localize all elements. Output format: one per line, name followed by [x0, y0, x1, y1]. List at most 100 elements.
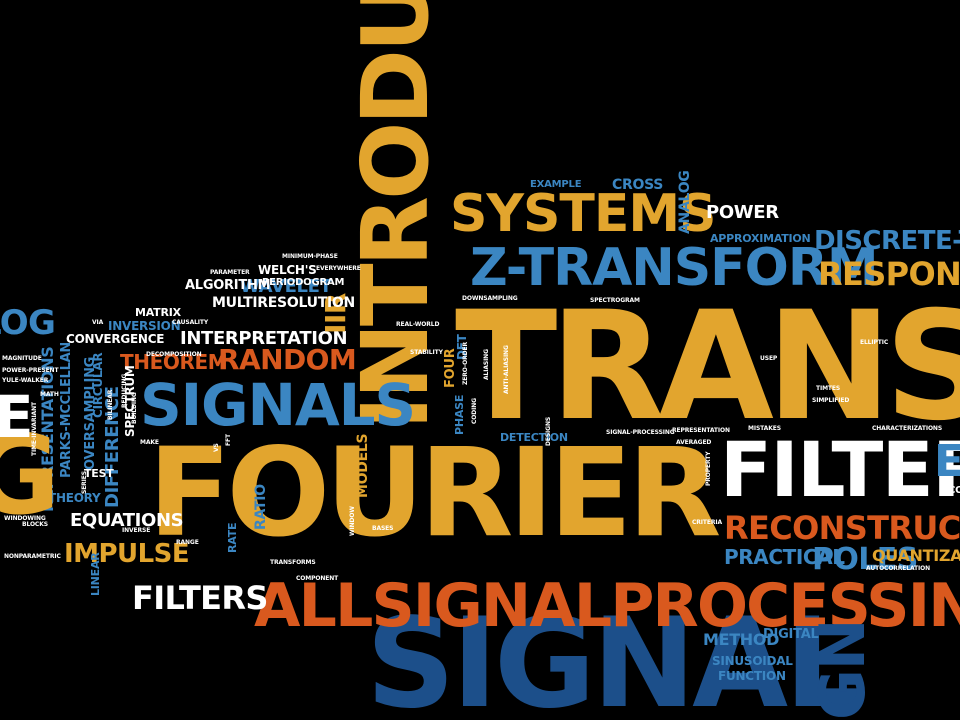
word-anti-aliasing: ANTI-ALIASING [503, 345, 510, 394]
word-math: MATH [40, 391, 59, 398]
word-sinusoidal: SINUSOIDAL [712, 654, 793, 668]
word-analog: ANALOG [677, 170, 693, 234]
word-z-transform: Z-TRANSFORM [470, 238, 879, 298]
word-log-left: LOG [0, 303, 56, 343]
word-convergence: CONVERGENCE [66, 332, 165, 346]
word-wavelet: WAVELET [240, 276, 332, 297]
word-example: EXAMPLE [530, 179, 582, 190]
word-coding: CODING [471, 398, 478, 424]
word-series: SERIES [81, 471, 88, 494]
word-models: MODELS [355, 433, 371, 498]
word-vs: VS [213, 443, 220, 452]
word-gn-bottom: GN [806, 619, 879, 720]
word-decomposition: DECOMPOSITION [146, 351, 202, 358]
word-welchs: WELCH'S [258, 263, 317, 277]
word-power: POWER [706, 202, 779, 223]
word-bases: BASES [372, 525, 394, 532]
word-quantization: QUANTIZATION [872, 546, 960, 565]
word-bilinear: BILINEAR [107, 389, 114, 420]
word-filters: FILTERS [132, 579, 268, 617]
word-discrete-time: DISCRETE-TIM [814, 226, 960, 256]
word-signals: SIGNALS [140, 371, 416, 439]
word-method: METHOD [703, 630, 780, 649]
word-make: MAKE [140, 439, 159, 446]
word-zero-order: ZERO-ORDER [462, 342, 469, 385]
word-range: RANGE [176, 539, 199, 546]
word-spectrogram: SPECTROGRAM [590, 297, 640, 304]
word-real-world: REAL-WORLD [396, 321, 440, 328]
word-theory: THEORY [48, 491, 101, 505]
word-approximation: APPROXIMATION [710, 232, 811, 245]
word-rate: RATE [226, 522, 239, 553]
word-reducing: REDUCING [121, 373, 128, 408]
word-test: TEST [84, 467, 114, 480]
word-simplified: SIMPLIFIED [812, 397, 850, 404]
word-power-present: POWER-PRESENT [2, 367, 59, 374]
word-g-left: G [0, 411, 60, 539]
word-allsignalprocessing: ALLSIGNALPROCESSING.CO [254, 571, 960, 641]
word-blocks: BLOCKS [22, 521, 48, 528]
word-averaged: AVERAGED [676, 439, 712, 446]
word-usep: USEP [760, 355, 778, 362]
word-interpretation: INTERPRETATION [180, 328, 348, 349]
word-parameter: PARAMETER [210, 269, 250, 276]
word-impulse: IMPULSE [64, 539, 190, 569]
word-stability: STABILITY [410, 349, 443, 356]
word-magnitude: MAGNITUDE [2, 355, 42, 362]
word-inversion: INVERSION [108, 319, 181, 333]
word-downsampling: DOWNSAMPLING [462, 295, 518, 302]
word-digital: DIGITAL [763, 627, 819, 642]
word-multiresolution: MULTIRESOLUTION [212, 295, 355, 311]
word-transform: TRANSFO [455, 280, 960, 454]
word-reconstruction: RECONSTRUCTION [724, 509, 960, 547]
word-elliptic: ELLIPTIC [860, 339, 889, 346]
word-times: TIMTES [816, 385, 841, 392]
word-mistakes: MISTAKES [748, 425, 781, 432]
word-characterizations: CHARACTERIZATIONS [872, 425, 943, 432]
word-causality: CAUSALITY [172, 319, 209, 326]
word-property: PROPERTY [705, 451, 712, 486]
word-transforms: TRANSFORMS [270, 559, 316, 566]
word-random: RANDOM [218, 343, 357, 376]
word-designs: DESIGNS [545, 416, 552, 446]
word-fourier: FOURIER [148, 422, 721, 564]
word-filter: FILTER [720, 425, 960, 514]
word-fft: FFT [225, 434, 232, 446]
word-introduction: INTRODUCTI [342, 0, 449, 430]
word-time-invariant: TIME-INVARIANT [31, 402, 38, 456]
word-detection: DETECTION [500, 431, 568, 444]
word-ratio: RATIO [253, 484, 269, 530]
word-algorithm: ALGORITHM [185, 278, 271, 293]
word-representation: REPRESENTATION [672, 427, 730, 434]
word-cross: CROSS [612, 177, 664, 193]
word-circular: CIRCULAR [91, 352, 105, 418]
word-co-tiny: CO [948, 485, 960, 496]
word-parks-mcclellan: PARKS-MCCLELLAN [59, 341, 74, 478]
word-windowing: WINDOWING [4, 515, 46, 522]
word-everywhere: EVERYWHERE [316, 265, 361, 272]
word-theorem: THEOREM [120, 350, 228, 374]
word-systems: SYSTEMS [450, 184, 717, 244]
word-ex-right: EX [934, 436, 960, 487]
word-periodogram: PERIODOGRAM [262, 277, 345, 288]
word-e-left: E [0, 383, 34, 451]
word-matrix: MATRIX [135, 306, 181, 319]
word-signal: SIGNAL [366, 592, 863, 720]
word-autocorrelation: AUTOCORRELATION [866, 565, 931, 572]
word-equations: EQUATIONS [70, 510, 184, 531]
word-aliasing: ALIASING [483, 349, 490, 380]
word-practical: PRACTICAL [724, 545, 845, 569]
word-nonparametric: NONPARAMETRIC [4, 553, 61, 560]
word-signal-processing: SIGNAL-PROCESSING [606, 429, 675, 436]
word-function: FUNCTION [718, 669, 786, 683]
word-building: BUILDING [131, 392, 138, 424]
word-component: COMPONENT [296, 575, 339, 582]
word-yule-walker: YULE-WALKER [2, 377, 49, 384]
word-response: RESPONSE [818, 255, 960, 293]
word-criteria: CRITERIA [692, 519, 722, 526]
word-poles: POLES [812, 542, 918, 577]
word-phase: PHASE [453, 394, 466, 435]
word-window: WINDOW [349, 506, 356, 536]
word-inverse: INVERSE [122, 527, 151, 534]
